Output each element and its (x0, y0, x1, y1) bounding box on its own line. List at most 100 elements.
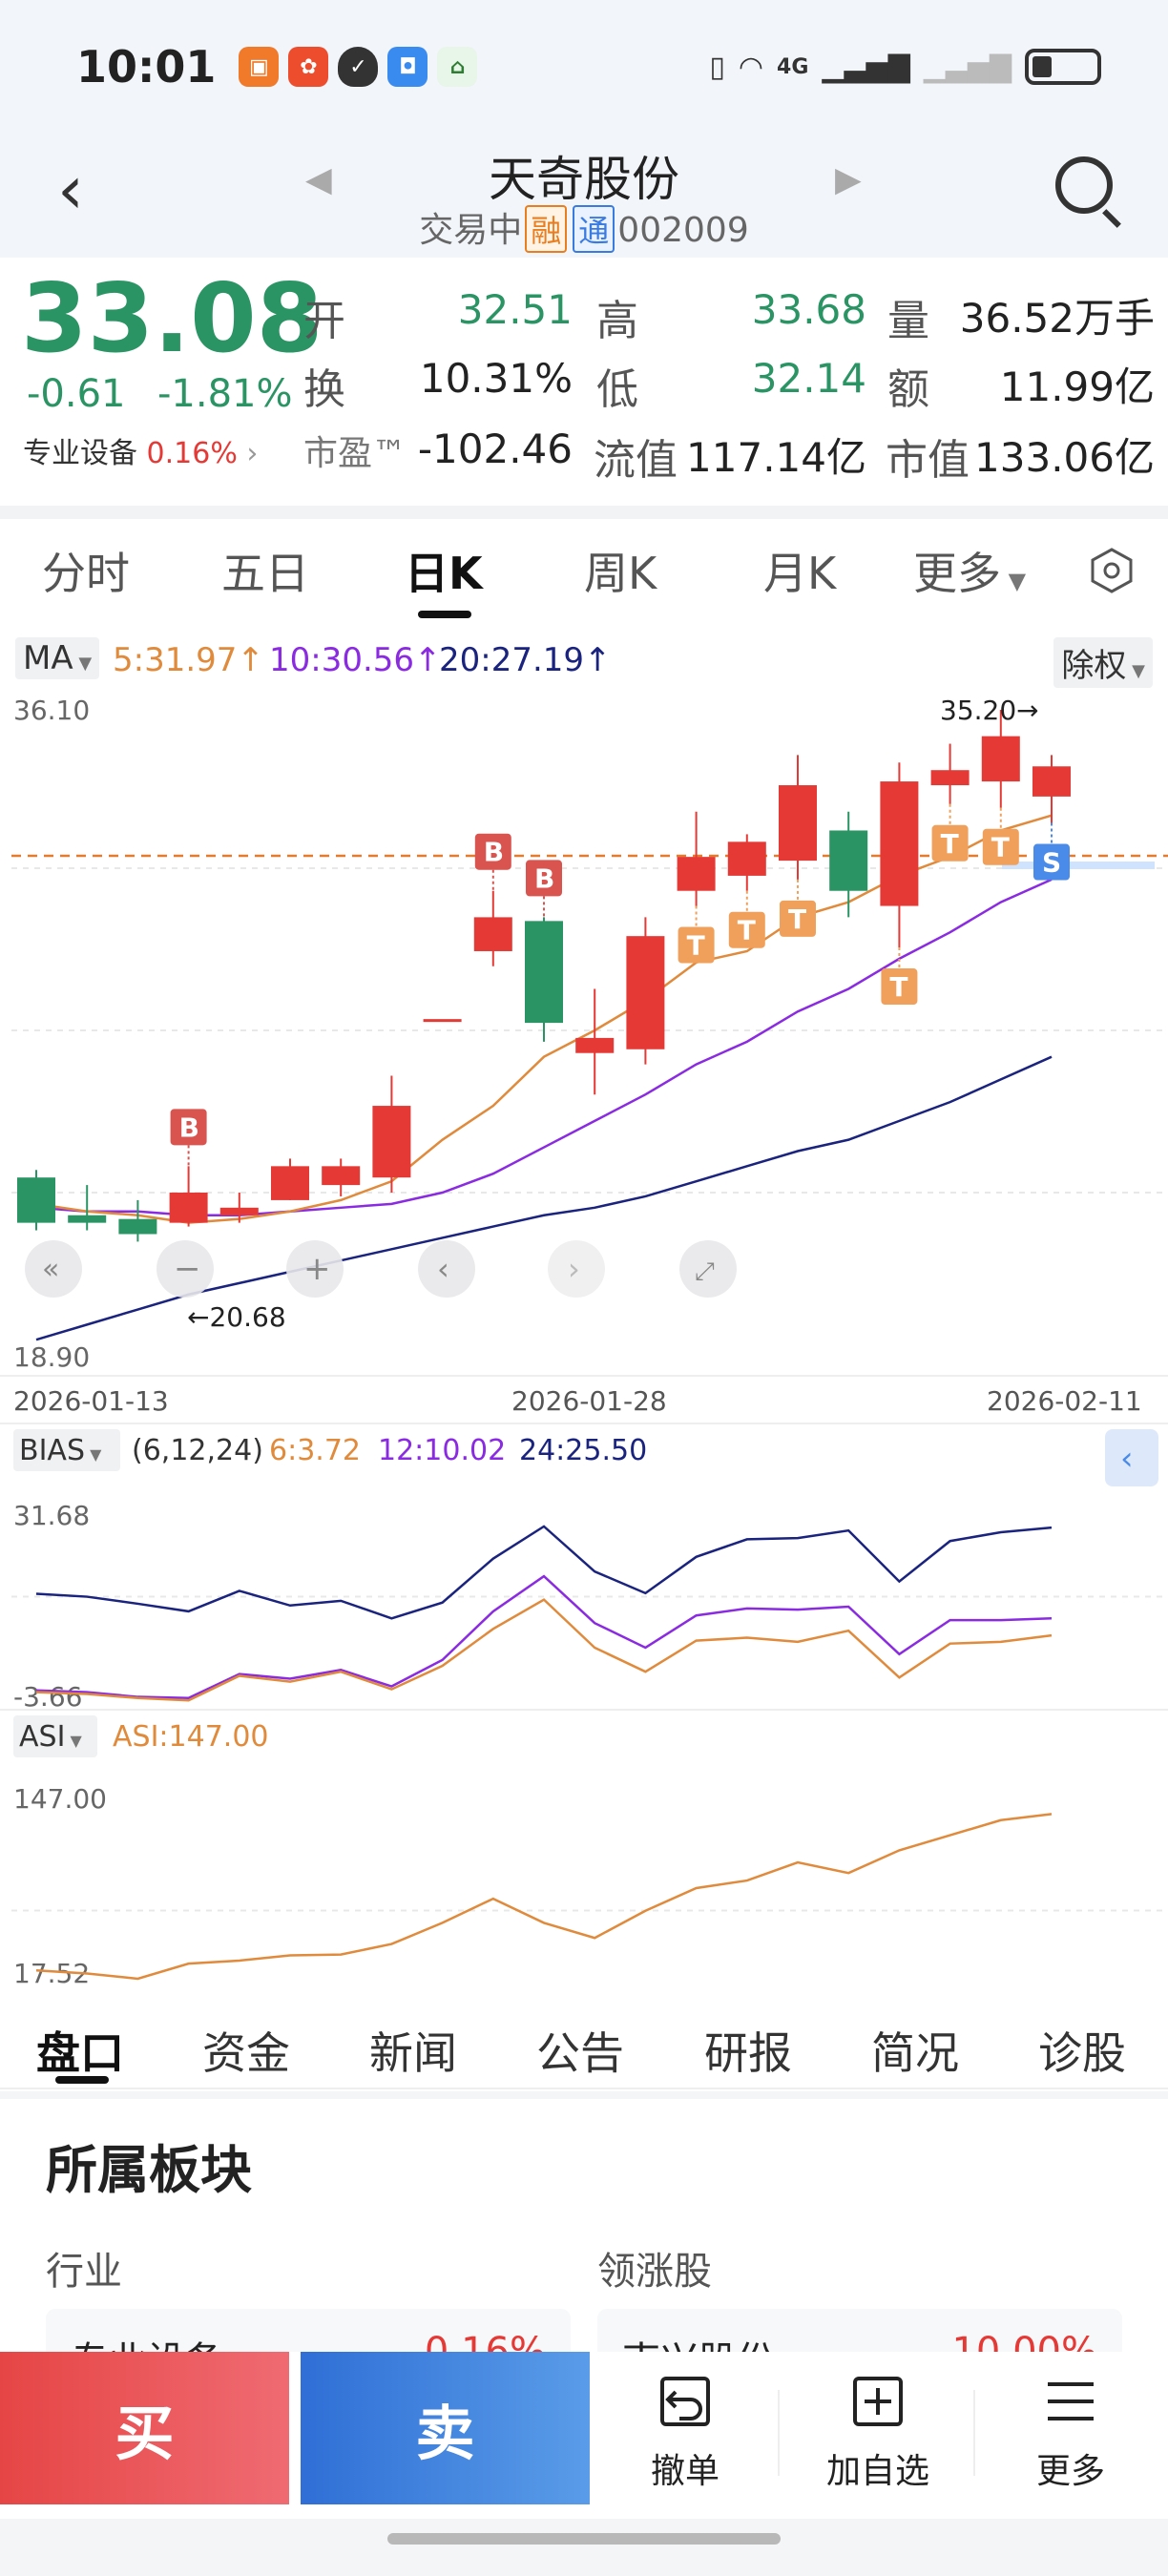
adjust-label: 除权 (1061, 647, 1127, 685)
search-icon[interactable] (1055, 156, 1113, 214)
chart-controls: « − + ‹ › ⤢ (25, 1240, 737, 1298)
mcap-label: 市值 (886, 436, 970, 485)
candle-body (779, 785, 817, 862)
status-bar: 10:01 ▣ ✿ ✓ ◘ ⌂ ▯ ◠ 4G ▁▃▅▇ ▁▃▅▇ (0, 0, 1168, 134)
float-label: 流值 (594, 436, 678, 485)
period-tabs: 分时 五日 日K 周K 月K 更多 ▼ (0, 520, 1168, 625)
bias12-value: 12:10.02 (378, 1434, 506, 1467)
sell-button[interactable]: 卖 (301, 2352, 590, 2504)
next-stock-icon[interactable]: ▶ (835, 160, 862, 199)
adjust-select[interactable]: 除权 ▼ (1053, 637, 1153, 688)
pe-label: 市盈™ (303, 434, 407, 473)
signal-marker (931, 824, 969, 862)
prev-stock-icon[interactable]: ◀ (305, 160, 332, 199)
date-label-end: 2026-02-11 (987, 1385, 1142, 1417)
fullscreen-button[interactable] (679, 1240, 737, 1298)
tab-announcements[interactable]: 公告 (536, 2027, 624, 2079)
settings-hexagon-icon[interactable] (1088, 547, 1136, 594)
asi-label-text: ASI (19, 1720, 65, 1754)
section-divider (0, 506, 1168, 519)
tab-daily-k[interactable]: 日K (405, 548, 483, 599)
signal-marker (881, 968, 918, 1006)
tab-news[interactable]: 新闻 (369, 2027, 457, 2079)
bias6-series-line (35, 1598, 1053, 1702)
signal-marker (170, 1109, 207, 1146)
add-icon (853, 2377, 903, 2426)
bias-params: (6,12,24) (132, 1434, 263, 1467)
battery-icon (1025, 49, 1101, 85)
float-value: 117.14亿 (686, 434, 866, 481)
signal-marker (780, 900, 816, 937)
plus-icon: + (303, 1250, 331, 1288)
candle-body (68, 1215, 107, 1223)
sector-pct: 0.16% (146, 437, 238, 470)
stock-header: ‹ ◀ 天奇股份 交易中融通 002009 ▶ (0, 134, 1168, 258)
ma-indicator-select[interactable]: MA ▼ (15, 637, 100, 679)
tab-capital[interactable]: 资金 (202, 2027, 290, 2079)
date-label-mid: 2026-01-28 (511, 1385, 667, 1417)
trade-status: 交易中 (419, 211, 523, 250)
candle-body (575, 1037, 615, 1053)
sell-signal-band (1002, 862, 1155, 869)
status-right: ▯ ◠ 4G ▁▃▅▇ ▁▃▅▇ (709, 49, 1101, 85)
buy-button[interactable]: 买 (0, 2352, 289, 2504)
amount-value: 11.99亿 (999, 364, 1155, 410)
dropdown-arrow-icon: ▼ (1126, 661, 1145, 681)
ma20-value: 20:27.19↑ (439, 641, 612, 679)
connect-tag: 通 (573, 205, 615, 253)
asi-label: ASI ▼ (19, 1720, 83, 1754)
home-app-icon: ⌂ (437, 47, 478, 87)
rewind-button[interactable] (25, 1240, 82, 1298)
signal-marker-label: S (1042, 847, 1061, 879)
high-annotation-value: 35.20 (940, 695, 1016, 726)
tab-more[interactable]: 更多 ▼ (913, 539, 1026, 602)
active-tab-underline (55, 2076, 109, 2084)
tab-profile[interactable]: 简况 (871, 2027, 959, 2079)
cancel-order-button[interactable]: 撤单 (599, 2371, 771, 2493)
ma-indicator-label: MA (23, 639, 73, 677)
candle-body (271, 1166, 309, 1200)
tab-five-day[interactable]: 五日 (221, 548, 309, 599)
amount-label: 额 (887, 365, 929, 414)
price-change-pct: -1.81% (157, 372, 293, 416)
margin-tag: 融 (525, 205, 568, 253)
scroll-right-button[interactable] (548, 1240, 605, 1298)
tab-weekly-k[interactable]: 周K (584, 548, 657, 599)
tab-research[interactable]: 研报 (704, 2027, 792, 2079)
dropdown-arrow-icon: ▼ (1001, 568, 1027, 594)
high-label: 高 (596, 297, 638, 345)
chevron-right-icon: › (568, 1251, 580, 1287)
asi-indicator-select[interactable] (13, 1715, 97, 1757)
candle-body (322, 1166, 361, 1186)
tab-orderbook[interactable]: 盘口 (36, 2027, 124, 2079)
collapse-indicator-button[interactable] (1105, 1429, 1158, 1486)
zoom-out-button[interactable] (156, 1240, 214, 1298)
tab-diagnosis[interactable]: 诊股 (1038, 2027, 1126, 2079)
bias-indicator-select[interactable] (13, 1429, 120, 1471)
tab-intraday[interactable]: 分时 (42, 548, 130, 599)
scroll-left-button[interactable] (418, 1240, 475, 1298)
bias24-value: 24:25.50 (519, 1434, 647, 1467)
low-annotation: ←20.68 (187, 1301, 286, 1333)
zoom-in-button[interactable] (286, 1240, 344, 1298)
network-type: 4G (777, 54, 809, 79)
detail-tabs: 盘口 资金 新闻 公告 研报 简况 诊股 (0, 1994, 1168, 2089)
stock-name: 天奇股份 (489, 152, 679, 207)
turnover-label: 换 (303, 365, 345, 414)
bias12-series-line (35, 1574, 1053, 1700)
tab-monthly-k[interactable]: 月K (763, 548, 837, 599)
signal-marker-label: T (687, 930, 705, 962)
back-button[interactable]: ‹ (57, 151, 84, 229)
add-watchlist-button[interactable]: 加自选 (792, 2371, 964, 2493)
high-value: 33.68 (751, 286, 866, 333)
signal-marker (474, 833, 511, 870)
stock-subtitle: 交易中融通 002009 (0, 202, 1168, 253)
add-watchlist-label: 加自选 (825, 2452, 929, 2491)
more-button[interactable]: 更多 (985, 2371, 1157, 2493)
action-separator (973, 2390, 975, 2476)
candle-body (727, 841, 766, 876)
sector-link[interactable]: 专业设备 0.16% › (23, 429, 258, 471)
bias-label-text: BIAS (19, 1434, 85, 1467)
quote-panel: 33.08 -0.61 -1.81% 专业设备 0.16% › 开 32.51 … (0, 258, 1168, 506)
